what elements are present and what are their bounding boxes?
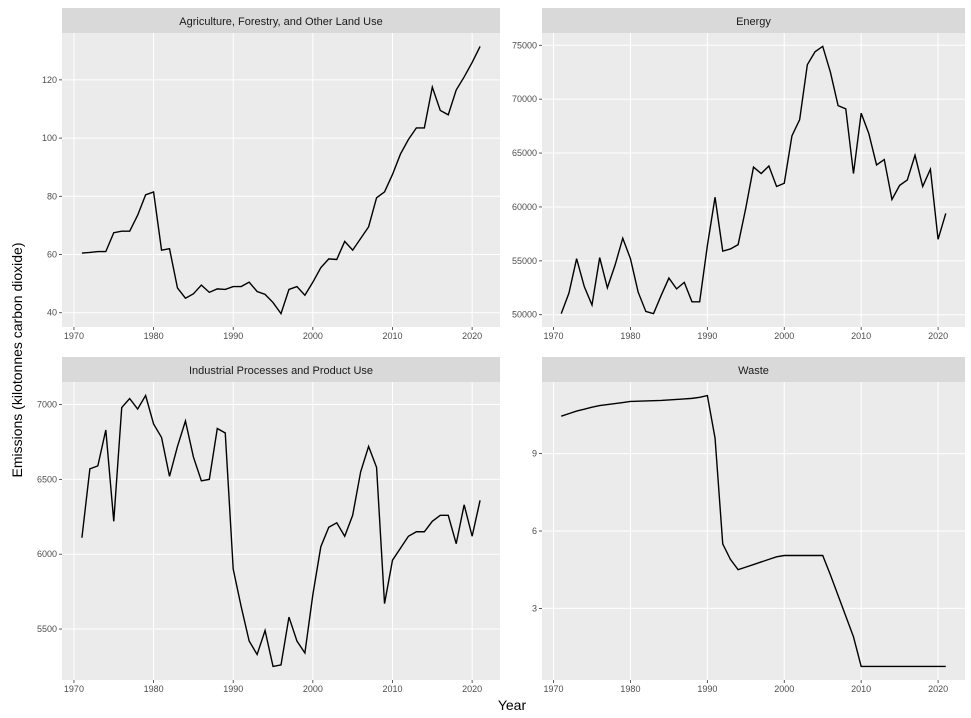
x-tick-label: 1990 xyxy=(223,684,243,694)
x-tick-label: 1990 xyxy=(223,331,243,341)
x-tick-label: 2010 xyxy=(851,684,871,694)
y-tick-label: 5500 xyxy=(37,624,57,634)
y-tick-label: 9 xyxy=(532,449,537,459)
x-tick-label: 2000 xyxy=(303,331,323,341)
panel-background xyxy=(62,382,500,680)
y-tick-label: 100 xyxy=(42,133,57,143)
y-tick-label: 40 xyxy=(47,308,57,318)
x-tick-label: 1990 xyxy=(697,684,717,694)
x-tick-label: 1970 xyxy=(64,684,84,694)
y-tick-label: 6 xyxy=(532,526,537,536)
panel-background xyxy=(62,33,500,327)
facet-title: Agriculture, Forestry, and Other Land Us… xyxy=(179,16,382,28)
y-tick-label: 80 xyxy=(47,191,57,201)
x-tick-label: 2010 xyxy=(851,331,871,341)
x-tick-label: 1980 xyxy=(620,684,640,694)
y-tick-label: 75000 xyxy=(512,40,537,50)
x-tick-label: 1980 xyxy=(144,331,164,341)
facet-strip xyxy=(62,357,500,382)
y-tick-label: 65000 xyxy=(512,148,537,158)
x-tick-label: 1990 xyxy=(697,331,717,341)
y-tick-label: 120 xyxy=(42,75,57,85)
y-tick-label: 60 xyxy=(47,250,57,260)
x-tick-label: 2000 xyxy=(774,684,794,694)
y-tick-label: 70000 xyxy=(512,94,537,104)
x-tick-label: 2000 xyxy=(774,331,794,341)
y-tick-label: 3 xyxy=(532,603,537,613)
facet-strip xyxy=(62,8,500,33)
x-tick-label: 2020 xyxy=(462,684,482,694)
facet-title: Waste xyxy=(738,365,769,377)
x-tick-label: 1980 xyxy=(144,684,164,694)
x-tick-label: 1970 xyxy=(64,331,84,341)
x-tick-label: 2010 xyxy=(382,331,402,341)
data-line xyxy=(561,394,946,668)
y-tick-label: 7000 xyxy=(37,400,57,410)
panel-background xyxy=(542,33,965,327)
facet-strip xyxy=(542,357,965,382)
y-tick-label: 6500 xyxy=(37,474,57,484)
y-tick-label: 50000 xyxy=(512,310,537,320)
y-tick-label: 60000 xyxy=(512,202,537,212)
x-axis-title: Year xyxy=(498,697,527,713)
x-tick-label: 2000 xyxy=(303,684,323,694)
facet-strip xyxy=(542,8,965,33)
x-tick-label: 1980 xyxy=(620,331,640,341)
y-tick-label: 55000 xyxy=(512,256,537,266)
x-tick-label: 2020 xyxy=(462,331,482,341)
data-line xyxy=(81,393,481,668)
x-tick-label: 1970 xyxy=(544,684,564,694)
data-line xyxy=(81,46,481,316)
facet-title: Industrial Processes and Product Use xyxy=(189,365,373,377)
y-tick-label: 6000 xyxy=(37,549,57,559)
facet-title: Energy xyxy=(736,16,771,28)
x-tick-label: 2010 xyxy=(382,684,402,694)
y-axis-title: Emissions (kilotonnes carbon dioxide) xyxy=(9,243,25,478)
x-tick-label: 1970 xyxy=(544,331,564,341)
x-tick-label: 2020 xyxy=(928,331,948,341)
x-tick-label: 2020 xyxy=(928,684,948,694)
data-line xyxy=(560,45,947,315)
